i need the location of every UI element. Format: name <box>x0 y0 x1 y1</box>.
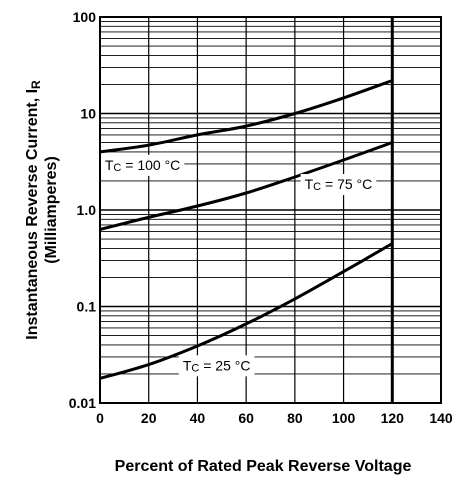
grid-lines <box>100 17 441 404</box>
series-label: TC = 75 °C <box>300 174 377 196</box>
x-tick-label: 120 <box>381 410 405 426</box>
y-axis-title-subscript: R <box>29 80 43 89</box>
y-axis-subtitle: (Milliamperes) <box>43 156 60 264</box>
x-tick-label: 60 <box>238 410 254 426</box>
y-axis-title-main: Instantaneous Reverse Current, I <box>24 89 41 340</box>
curve-series <box>99 79 394 380</box>
curve-labels: TC = 100 °C TC = 75 °C TC = 25 °C <box>100 154 377 377</box>
y-tick-labels: 0.01 0.1 1.0 10 100 <box>69 9 96 411</box>
x-axis-title: Percent of Rated Peak Reverse Voltage <box>115 458 412 475</box>
x-tick-label: 100 <box>332 410 356 426</box>
series-label-background <box>100 154 185 176</box>
series-line <box>99 141 393 231</box>
x-tick-labels: 0 20 40 60 80 100 120 140 <box>96 410 453 426</box>
series-label: TC = 100 °C <box>100 154 185 176</box>
y-tick-label: 10 <box>80 106 96 122</box>
series-line <box>99 242 394 380</box>
series-label-text: TC = 25 °C <box>183 357 251 374</box>
y-tick-label: 100 <box>73 9 97 25</box>
series-label-text: TC = 100 °C <box>105 157 180 174</box>
y-tick-label: 0.1 <box>77 299 97 315</box>
x-tick-label: 140 <box>429 410 453 426</box>
x-tick-label: 20 <box>141 410 157 426</box>
series-label-background <box>178 355 255 377</box>
series-label: TC = 25 °C <box>178 355 255 377</box>
y-tick-label: 1.0 <box>77 202 97 218</box>
series-label-text: TC = 75 °C <box>305 176 373 193</box>
series-line <box>99 79 393 154</box>
series-label-background <box>300 174 377 196</box>
x-tick-label: 0 <box>96 410 104 426</box>
plot-frame <box>99 16 442 404</box>
y-tick-label: 0.01 <box>69 395 96 411</box>
x-tick-label: 40 <box>190 410 206 426</box>
y-axis-title: Instantaneous Reverse Current, IR <box>24 80 43 340</box>
x-tick-label: 80 <box>287 410 303 426</box>
